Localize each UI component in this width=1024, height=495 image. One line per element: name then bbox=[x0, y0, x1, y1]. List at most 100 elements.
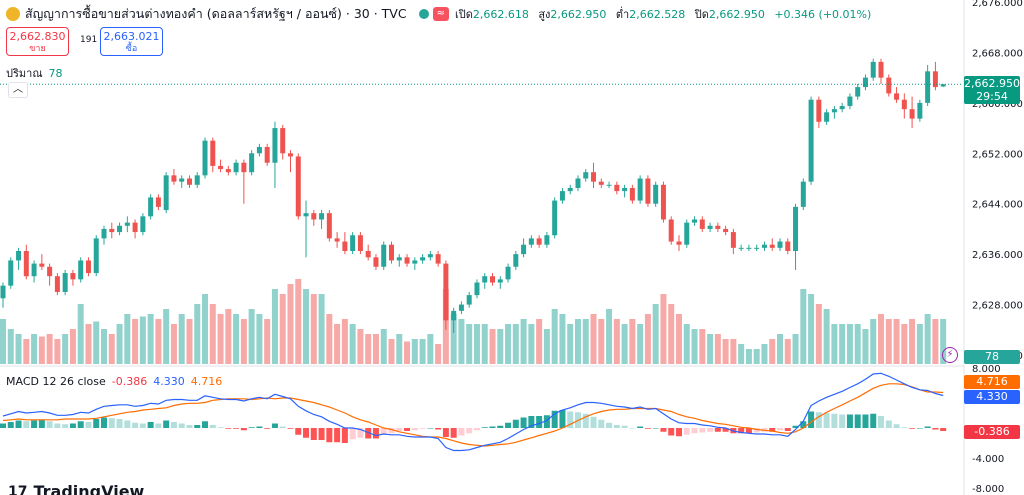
candle-body bbox=[23, 250, 29, 277]
macd-hist-bar bbox=[279, 426, 286, 428]
macd-hist-bar bbox=[349, 428, 356, 440]
buy-button[interactable]: 2,663.021 ซื้อ bbox=[100, 27, 163, 56]
low-label: ต่ำ bbox=[615, 8, 630, 21]
volume-bar bbox=[699, 329, 706, 364]
macd-hist-bar bbox=[326, 428, 333, 443]
volume-bar bbox=[722, 339, 729, 364]
candle-body bbox=[78, 260, 84, 280]
candle-body bbox=[614, 184, 620, 192]
volume-bar bbox=[69, 329, 76, 364]
candle-body bbox=[39, 263, 45, 267]
macd-legend[interactable]: MACD 12 26 close -0.386 4.330 4.716 bbox=[6, 375, 222, 388]
volume-bar bbox=[598, 319, 605, 364]
volume-bar bbox=[870, 319, 877, 364]
volume-bar bbox=[404, 341, 411, 364]
volume-bar bbox=[792, 334, 799, 364]
volume-legend[interactable]: ปริมาณ 78 bbox=[6, 64, 63, 82]
volume-bar bbox=[714, 334, 721, 364]
candle-body bbox=[816, 99, 822, 122]
macd-tick-label: -8.000 bbox=[972, 484, 1004, 495]
candle-body bbox=[676, 241, 682, 245]
volume-bar bbox=[932, 319, 939, 364]
volume-bar bbox=[769, 339, 776, 364]
macd-hist-bar bbox=[380, 428, 387, 434]
macd-hist-bar bbox=[202, 421, 209, 428]
macd-hist-bar bbox=[132, 422, 139, 428]
volume-bar bbox=[202, 294, 209, 364]
market-open-icon bbox=[418, 9, 429, 19]
candle-body bbox=[466, 295, 472, 305]
ohlc-readout: เปิด2,662.618 สูง2,662.950 ต่ำ2,662.528 … bbox=[455, 5, 877, 23]
volume-bar bbox=[924, 314, 931, 364]
volume-bar bbox=[582, 319, 589, 364]
candle-body bbox=[824, 112, 830, 122]
wave-icon[interactable]: ≈ bbox=[432, 7, 449, 21]
candle-body bbox=[536, 238, 542, 245]
volume-bar bbox=[349, 324, 356, 364]
candle-body bbox=[684, 222, 690, 245]
macd-hist-bar bbox=[792, 425, 799, 428]
candle-body bbox=[342, 241, 348, 251]
macd-hist-bar bbox=[124, 420, 131, 428]
macd-hist-bar bbox=[675, 428, 682, 437]
macd-hist-bar bbox=[248, 427, 255, 428]
candle-body bbox=[155, 197, 161, 207]
macd-hist-bar bbox=[54, 423, 61, 428]
volume-bar bbox=[233, 314, 240, 364]
volume-bar bbox=[543, 329, 550, 364]
volume-bar bbox=[901, 324, 908, 364]
volume-bar bbox=[194, 304, 201, 364]
candle-body bbox=[47, 266, 53, 277]
lightning-icon[interactable]: ⚡ bbox=[942, 347, 958, 363]
candle-body bbox=[179, 178, 185, 182]
candle-body bbox=[769, 244, 775, 248]
macd-hist-bar bbox=[652, 428, 659, 429]
candle-body bbox=[521, 244, 527, 255]
candle-body bbox=[124, 222, 130, 226]
macd-hist-bar bbox=[77, 421, 84, 428]
sell-button[interactable]: 2,662.830 ขาย bbox=[6, 27, 69, 56]
macd-hist-bar bbox=[23, 421, 30, 428]
volume-bar bbox=[326, 314, 333, 364]
volume-bar bbox=[606, 309, 613, 364]
macd-hist-bar bbox=[357, 428, 364, 438]
candle-body bbox=[917, 102, 923, 119]
macd-hist-bar bbox=[878, 416, 885, 428]
candle-body bbox=[567, 187, 573, 192]
macd-hist-bar bbox=[271, 423, 278, 428]
candle-body bbox=[16, 250, 22, 261]
collapse-chevron-up-icon[interactable]: ︿ bbox=[8, 82, 28, 98]
candle-body bbox=[552, 200, 558, 236]
volume-bar bbox=[916, 324, 923, 364]
volume-bar bbox=[217, 314, 224, 364]
macd-hist-bar bbox=[93, 419, 100, 428]
candle-body bbox=[451, 310, 457, 321]
macd-hist-bar bbox=[473, 428, 480, 431]
candle-body bbox=[373, 257, 379, 267]
price-tick-label: 2,628.000 bbox=[972, 301, 1023, 312]
macd-hist-bar bbox=[909, 428, 916, 429]
low-value: 2,662.528 bbox=[629, 8, 686, 21]
candle-body bbox=[163, 175, 169, 211]
volume-bar bbox=[668, 304, 675, 364]
macd-hist-bar bbox=[256, 426, 263, 428]
macd-histogram bbox=[0, 410, 947, 443]
candle-body bbox=[870, 61, 876, 78]
tradingview-logo[interactable]: 17 TradingView bbox=[8, 482, 144, 495]
symbol-title[interactable]: สัญญาการซื้อขายส่วนต่างทองคำ (ดอลลาร์สหร… bbox=[25, 6, 407, 21]
candle-body bbox=[140, 216, 146, 233]
volume-bar bbox=[372, 334, 379, 364]
macd-hist-bar bbox=[567, 411, 574, 428]
price-tick-label: 2,636.000 bbox=[972, 250, 1023, 261]
volume-bar bbox=[248, 309, 255, 364]
macd-hist-bar bbox=[435, 428, 442, 430]
macd-hist-bar bbox=[893, 424, 900, 428]
candle-body bbox=[482, 276, 488, 283]
macd-hist-bar bbox=[613, 425, 620, 428]
macd-hist-bar bbox=[777, 428, 783, 431]
volume-bar bbox=[893, 319, 900, 364]
macd-hist-bar bbox=[194, 425, 201, 428]
candle-body bbox=[855, 87, 861, 97]
spread-value: 191 bbox=[80, 35, 98, 45]
